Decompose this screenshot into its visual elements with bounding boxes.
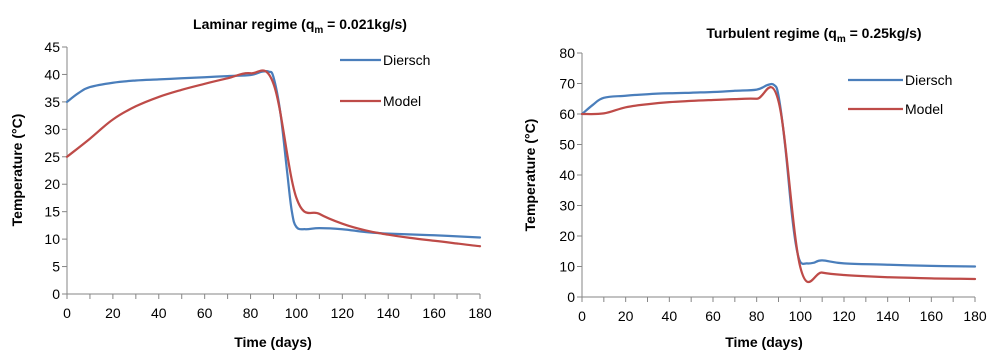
- y-tick-label: 20: [559, 228, 575, 244]
- x-tick-label: 100: [285, 305, 309, 321]
- x-tick-label: 60: [705, 308, 721, 324]
- x-tick-label: 140: [876, 308, 900, 324]
- x-tick-label: 20: [105, 305, 121, 321]
- y-tick-label: 30: [559, 198, 575, 214]
- x-tick-label: 40: [151, 305, 167, 321]
- chart-turbulent-ylabel: Temperature (°C): [522, 119, 538, 232]
- chart-laminar-ylabel: Temperature (°C): [9, 114, 25, 227]
- y-tick-label: 50: [559, 137, 575, 153]
- x-tick-label: 100: [789, 308, 813, 324]
- y-tick-label: 0: [567, 289, 575, 305]
- x-tick-label: 180: [963, 308, 987, 324]
- x-tick-label: 80: [749, 308, 765, 324]
- x-tick-label: 120: [832, 308, 856, 324]
- chart-laminar-title: Laminar regime (qm = 0.021kg/s): [193, 16, 407, 36]
- legend-label-model: Model: [905, 101, 943, 117]
- y-tick-label: 35: [44, 94, 60, 110]
- legend-label-diersch: Diersch: [383, 52, 430, 68]
- x-tick-label: 0: [578, 308, 586, 324]
- series-line-diersch: [65, 69, 482, 239]
- y-tick-label: 25: [44, 149, 60, 165]
- y-tick-label: 40: [559, 167, 575, 183]
- chart-turbulent: Turbulent regime (qm = 0.25kg/s) 0 10 20 30…: [522, 25, 987, 350]
- chart-turbulent-title: Turbulent regime (qm = 0.25kg/s): [706, 25, 921, 45]
- y-tick-label: 60: [559, 106, 575, 122]
- x-tick-label: 40: [662, 308, 678, 324]
- series-line-model: [65, 69, 482, 248]
- chart-turbulent-xlabel: Time (days): [725, 334, 803, 350]
- series-line-model: [580, 86, 977, 284]
- y-tick-label: 45: [44, 39, 60, 55]
- x-tick-label: 180: [468, 305, 492, 321]
- chart-turbulent-plot: 0 10 20 30 40 50 60 70 80 0 20 40 60 80 100 120 140 160 18…: [559, 45, 986, 324]
- y-tick-label: 40: [44, 66, 60, 82]
- chart-laminar-plot: 0 5 10 15 20 25 30 35 40 45 0 20 40 60 80 100 120 140 160 1…: [44, 39, 491, 321]
- y-tick-label: 30: [44, 121, 60, 137]
- y-tick-label: 5: [52, 259, 60, 275]
- x-tick-label: 140: [377, 305, 401, 321]
- y-tick-label: 10: [44, 231, 60, 247]
- series-line-diersch: [580, 82, 977, 268]
- chart-laminar-xlabel: Time (days): [234, 334, 312, 350]
- legend-label-model: Model: [383, 93, 421, 109]
- x-tick-label: 80: [243, 305, 259, 321]
- chart-laminar: Laminar regime (qm = 0.021kg/s) 0 5 10 15 20…: [9, 16, 492, 350]
- legend-label-diersch: Diersch: [905, 72, 952, 88]
- y-tick-label: 80: [559, 45, 575, 61]
- y-tick-label: 70: [559, 76, 575, 92]
- x-tick-label: 0: [63, 305, 71, 321]
- x-tick-label: 160: [920, 308, 944, 324]
- y-tick-label: 15: [44, 204, 60, 220]
- x-tick-label: 60: [197, 305, 213, 321]
- y-tick-label: 20: [44, 176, 60, 192]
- x-tick-label: 20: [618, 308, 634, 324]
- y-tick-label: 10: [559, 259, 575, 275]
- x-tick-label: 120: [331, 305, 355, 321]
- x-tick-label: 160: [422, 305, 446, 321]
- y-tick-label: 0: [52, 286, 60, 302]
